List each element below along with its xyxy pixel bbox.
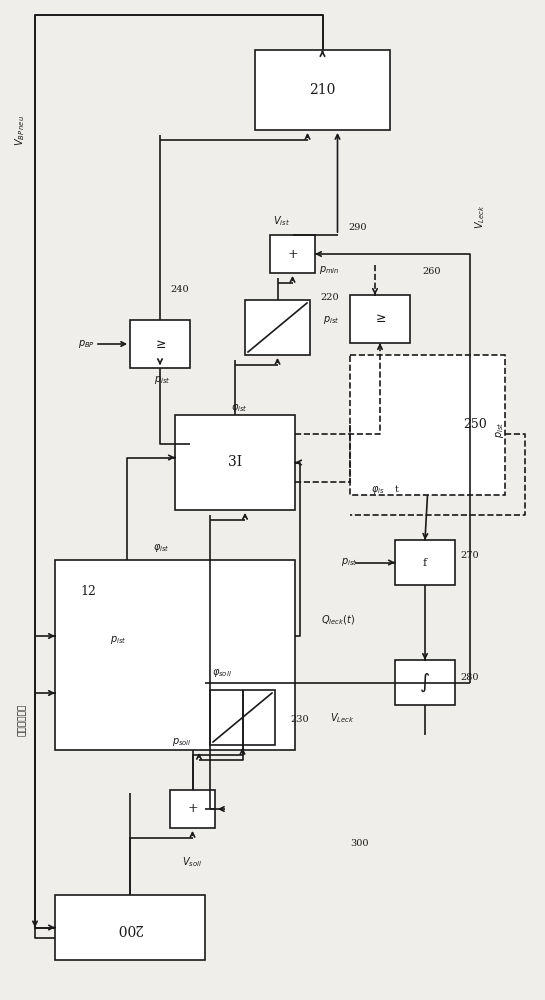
Text: $\varphi_{is}$: $\varphi_{is}$ [371, 484, 385, 496]
Bar [170, 790, 215, 828]
Text: $\varphi_{soll}$: $\varphi_{soll}$ [212, 667, 232, 679]
Text: $V_{Leck}$: $V_{Leck}$ [473, 205, 487, 229]
Bar [55, 560, 295, 750]
Text: 250: 250 [463, 418, 487, 432]
Bar [245, 300, 310, 355]
Bar [175, 415, 295, 510]
Text: 300: 300 [350, 838, 368, 848]
Text: $p_{ist}$: $p_{ist}$ [154, 374, 170, 386]
Text: $\varphi_{ist}$: $\varphi_{ist}$ [231, 402, 248, 414]
Text: $p_{soll}$: $p_{soll}$ [172, 736, 192, 748]
Text: f: f [423, 558, 427, 568]
Bar [55, 895, 205, 960]
Text: 控制类型选择: 控制类型选择 [17, 704, 27, 736]
Bar [130, 320, 190, 368]
Text: 12: 12 [80, 585, 96, 598]
Bar [255, 50, 390, 130]
Text: 3I: 3I [228, 456, 242, 470]
Text: 290: 290 [348, 224, 366, 232]
Text: $Q_{leck}(t)$: $Q_{leck}(t)$ [320, 613, 355, 627]
Text: $p_{ist}$: $p_{ist}$ [324, 314, 340, 326]
Text: 210: 210 [310, 83, 336, 97]
Text: $p_{ist}$: $p_{ist}$ [110, 634, 126, 646]
Text: +: + [287, 247, 298, 260]
Bar [395, 540, 455, 585]
Text: +: + [187, 802, 198, 816]
Bar [210, 690, 275, 745]
Text: $\int$: $\int$ [420, 671, 431, 694]
Text: 270: 270 [460, 550, 479, 560]
Text: $V_{ist}$: $V_{ist}$ [273, 214, 290, 228]
Text: $\varphi_{ist}$: $\varphi_{ist}$ [153, 542, 170, 554]
Bar [395, 660, 455, 705]
Text: 240: 240 [170, 286, 189, 294]
Text: $\geq$: $\geq$ [373, 312, 387, 326]
Bar [270, 235, 315, 273]
Text: 280: 280 [460, 674, 479, 682]
Text: 230: 230 [290, 716, 308, 724]
Text: $V_{Leck}$: $V_{Leck}$ [330, 711, 355, 725]
Text: 260: 260 [422, 267, 440, 276]
Text: 220: 220 [320, 294, 338, 302]
Text: $p_{ist}$: $p_{ist}$ [342, 556, 358, 568]
Text: $p_{BP}$: $p_{BP}$ [78, 338, 95, 350]
Bar [350, 355, 505, 495]
Text: $p_{min}$: $p_{min}$ [319, 264, 340, 276]
Text: t: t [395, 486, 399, 494]
Text: $V_{BP\,neu}$: $V_{BP\,neu}$ [13, 114, 27, 146]
Bar [350, 295, 410, 343]
Text: $p_{ist}$: $p_{ist}$ [494, 422, 506, 438]
Text: $\geq$: $\geq$ [153, 338, 167, 351]
Text: 200: 200 [117, 920, 143, 934]
Text: $V_{soll}$: $V_{soll}$ [182, 855, 202, 869]
